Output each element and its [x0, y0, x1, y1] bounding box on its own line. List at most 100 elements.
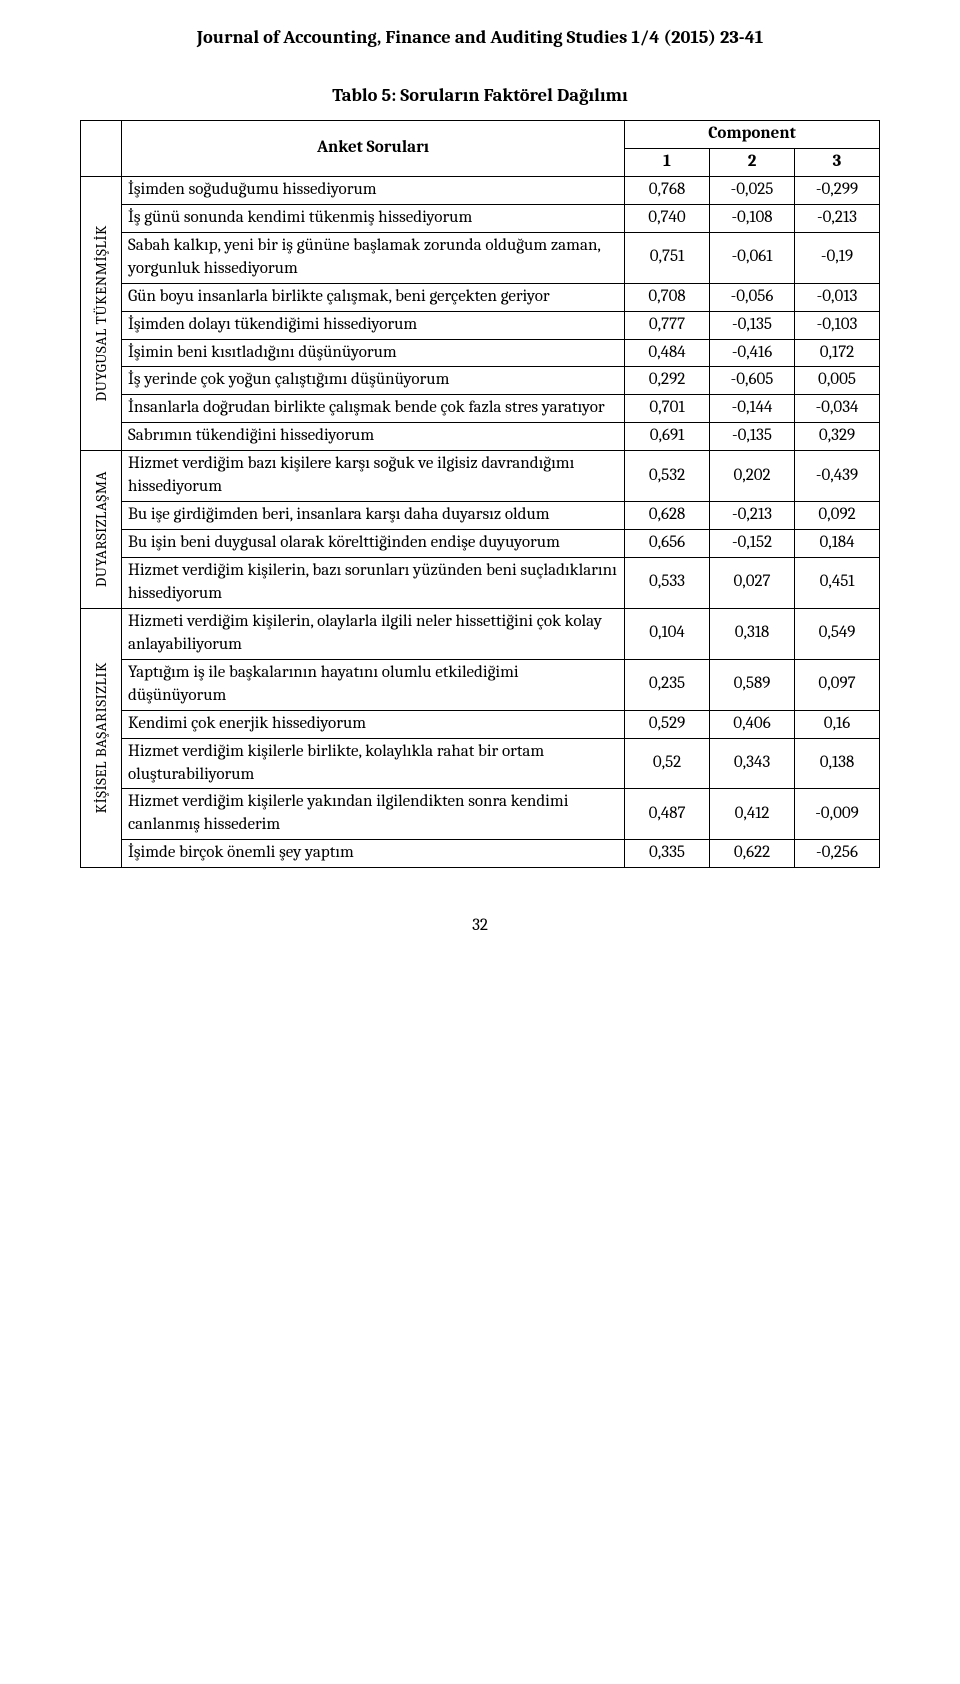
value-cell: 0,184 — [795, 530, 880, 558]
question-cell: Hizmet verdiğim kişilerle birlikte, kola… — [122, 738, 625, 789]
value-cell: 0,751 — [625, 232, 710, 283]
group-label: DUYARSIZLAŞMA — [91, 471, 111, 587]
value-cell: 0,104 — [625, 608, 710, 659]
table-row: İnsanlarla doğrudan birlikte çalışmak be… — [81, 395, 880, 423]
table-row: Hizmet verdiğim kişilerin, bazı sorunlar… — [81, 558, 880, 609]
value-cell: 0,549 — [795, 608, 880, 659]
value-cell: 0,740 — [625, 204, 710, 232]
question-cell: Yaptığım iş ile başkalarının hayatını ol… — [122, 659, 625, 710]
col-2-header: 2 — [710, 148, 795, 176]
question-cell: İşimden dolayı tükendiğimi hissediyorum — [122, 311, 625, 339]
group-header-blank — [81, 121, 122, 177]
question-cell: Hizmet verdiğim kişilerin, bazı sorunlar… — [122, 558, 625, 609]
value-cell: 0,533 — [625, 558, 710, 609]
value-cell: 0,628 — [625, 502, 710, 530]
value-cell: -0,013 — [795, 283, 880, 311]
value-cell: 0,701 — [625, 395, 710, 423]
question-cell: Sabrımın tükendiğini hissediyorum — [122, 423, 625, 451]
value-cell: -0,034 — [795, 395, 880, 423]
value-cell: -0,152 — [710, 530, 795, 558]
value-cell: -0,439 — [795, 451, 880, 502]
table-row: Sabah kalkıp, yeni bir iş gününe başlama… — [81, 232, 880, 283]
value-cell: -0,061 — [710, 232, 795, 283]
table-title: Tablo 5: Soruların Faktörel Dağılımı — [80, 84, 880, 106]
value-cell: 0,172 — [795, 339, 880, 367]
table-row: İşimin beni kısıtladığını düşünüyorum0,4… — [81, 339, 880, 367]
journal-header: Journal of Accounting, Finance and Audit… — [80, 26, 880, 48]
group-label-cell: DUYGUSAL TÜKENMİŞLİK — [81, 176, 122, 450]
group-label-cell: KİŞİSEL BAŞARISIZLIK — [81, 608, 122, 867]
value-cell: -0,605 — [710, 367, 795, 395]
table-row: DUYGUSAL TÜKENMİŞLİKİşimden soğuduğumu h… — [81, 176, 880, 204]
question-cell: Hizmet verdiğim bazı kişilere karşı soğu… — [122, 451, 625, 502]
table-row: Yaptığım iş ile başkalarının hayatını ol… — [81, 659, 880, 710]
anket-header: Anket Soruları — [122, 121, 625, 177]
value-cell: 0,343 — [710, 738, 795, 789]
value-cell: -0,056 — [710, 283, 795, 311]
table-row: Bu işe girdiğimden beri, insanlara karşı… — [81, 502, 880, 530]
value-cell: -0,256 — [795, 840, 880, 868]
value-cell: -0,19 — [795, 232, 880, 283]
value-cell: 0,777 — [625, 311, 710, 339]
question-cell: Sabah kalkıp, yeni bir iş gününe başlama… — [122, 232, 625, 283]
value-cell: 0,318 — [710, 608, 795, 659]
value-cell: -0,103 — [795, 311, 880, 339]
value-cell: 0,484 — [625, 339, 710, 367]
value-cell: -0,025 — [710, 176, 795, 204]
value-cell: 0,092 — [795, 502, 880, 530]
value-cell: 0,406 — [710, 710, 795, 738]
question-cell: Gün boyu insanlarla birlikte çalışmak, b… — [122, 283, 625, 311]
question-cell: İşimin beni kısıtladığını düşünüyorum — [122, 339, 625, 367]
value-cell: -0,213 — [710, 502, 795, 530]
table-row: KİŞİSEL BAŞARISIZLIKHizmeti verdiğim kiş… — [81, 608, 880, 659]
col-1-header: 1 — [625, 148, 710, 176]
value-cell: 0,451 — [795, 558, 880, 609]
table-row: Bu işin beni duygusal olarak körelttiğin… — [81, 530, 880, 558]
value-cell: 0,768 — [625, 176, 710, 204]
value-cell: 0,532 — [625, 451, 710, 502]
table-row: İş günü sonunda kendimi tükenmiş hissedi… — [81, 204, 880, 232]
question-cell: Hizmet verdiğim kişilerle yakından ilgil… — [122, 789, 625, 840]
question-cell: İş yerinde çok yoğun çalıştığımı düşünüy… — [122, 367, 625, 395]
value-cell: -0,213 — [795, 204, 880, 232]
value-cell: 0,097 — [795, 659, 880, 710]
table-row: Sabrımın tükendiğini hissediyorum0,691-0… — [81, 423, 880, 451]
value-cell: 0,335 — [625, 840, 710, 868]
value-cell: -0,299 — [795, 176, 880, 204]
value-cell: 0,52 — [625, 738, 710, 789]
value-cell: 0,292 — [625, 367, 710, 395]
group-label: DUYGUSAL TÜKENMİŞLİK — [91, 225, 111, 401]
table-row: Kendimi çok enerjik hissediyorum0,5290,4… — [81, 710, 880, 738]
value-cell: 0,005 — [795, 367, 880, 395]
value-cell: 0,138 — [795, 738, 880, 789]
group-label: KİŞİSEL BAŞARISIZLIK — [91, 662, 111, 813]
value-cell: 0,202 — [710, 451, 795, 502]
question-cell: Bu işe girdiğimden beri, insanlara karşı… — [122, 502, 625, 530]
value-cell: 0,622 — [710, 840, 795, 868]
page-number: 32 — [80, 916, 880, 935]
table-row: Gün boyu insanlarla birlikte çalışmak, b… — [81, 283, 880, 311]
col-3-header: 3 — [795, 148, 880, 176]
question-cell: İnsanlarla doğrudan birlikte çalışmak be… — [122, 395, 625, 423]
value-cell: 0,235 — [625, 659, 710, 710]
question-cell: İşimde birçok önemli şey yaptım — [122, 840, 625, 868]
value-cell: 0,656 — [625, 530, 710, 558]
table-row: İşimden dolayı tükendiğimi hissediyorum0… — [81, 311, 880, 339]
table-row: DUYARSIZLAŞMAHizmet verdiğim bazı kişile… — [81, 451, 880, 502]
question-cell: Hizmeti verdiğim kişilerin, olaylarla il… — [122, 608, 625, 659]
question-cell: Bu işin beni duygusal olarak körelttiğin… — [122, 530, 625, 558]
table-row: Hizmet verdiğim kişilerle birlikte, kola… — [81, 738, 880, 789]
table-row: Hizmet verdiğim kişilerle yakından ilgil… — [81, 789, 880, 840]
value-cell: 0,329 — [795, 423, 880, 451]
question-cell: İş günü sonunda kendimi tükenmiş hissedi… — [122, 204, 625, 232]
value-cell: 0,412 — [710, 789, 795, 840]
value-cell: -0,009 — [795, 789, 880, 840]
question-cell: İşimden soğuduğumu hissediyorum — [122, 176, 625, 204]
value-cell: 0,487 — [625, 789, 710, 840]
value-cell: 0,16 — [795, 710, 880, 738]
value-cell: -0,135 — [710, 311, 795, 339]
value-cell: 0,708 — [625, 283, 710, 311]
group-label-cell: DUYARSIZLAŞMA — [81, 451, 122, 609]
value-cell: -0,416 — [710, 339, 795, 367]
value-cell: 0,529 — [625, 710, 710, 738]
